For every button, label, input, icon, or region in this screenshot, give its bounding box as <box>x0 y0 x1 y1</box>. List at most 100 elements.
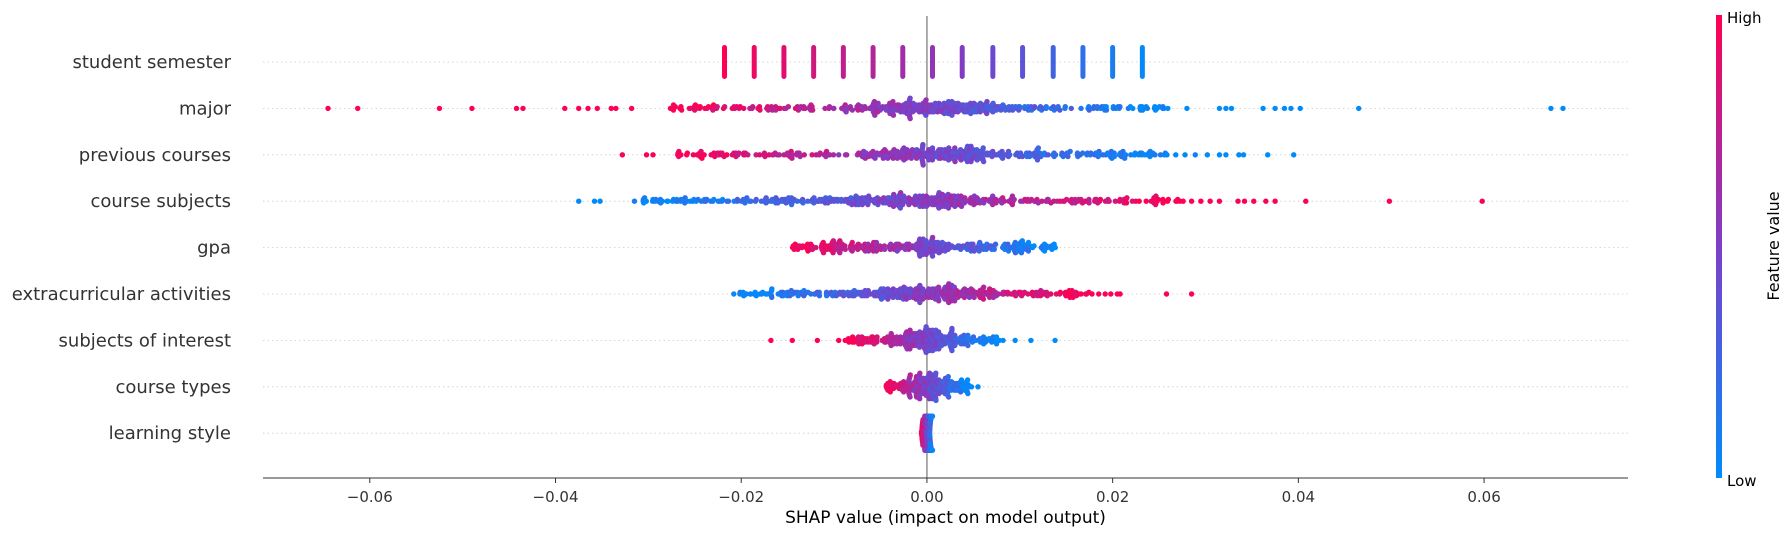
shap-point-stack <box>781 45 787 79</box>
shap-point-stack <box>1110 45 1116 79</box>
shap-point <box>719 196 726 203</box>
shap-point <box>678 107 685 113</box>
shap-point <box>1163 291 1170 297</box>
shap-point <box>945 373 951 380</box>
shap-point <box>952 158 958 165</box>
shap-point <box>1216 105 1223 112</box>
shap-point <box>823 148 830 155</box>
x-axis-title: SHAP value (impact on model output) <box>785 508 1106 528</box>
shap-point <box>836 152 842 158</box>
shap-point <box>873 239 880 246</box>
shap-point <box>1067 148 1073 155</box>
shap-point <box>684 150 691 156</box>
shap-point <box>836 337 842 344</box>
shap-point <box>1260 105 1266 112</box>
shap-point-stack <box>1050 45 1056 79</box>
shap-point <box>1123 200 1130 206</box>
shap-point <box>1112 198 1119 204</box>
shap-point <box>794 198 800 204</box>
shap-point <box>613 105 619 112</box>
shap-point <box>907 346 913 352</box>
shap-point <box>992 241 999 247</box>
shap-point <box>1291 152 1297 158</box>
shap-point <box>929 145 936 151</box>
shap-point <box>816 293 823 299</box>
shap-point <box>1165 196 1172 203</box>
shap-point-stack <box>840 45 846 79</box>
shap-point <box>1152 152 1158 158</box>
shap-point <box>1136 198 1142 204</box>
feature-label-gpa: gpa <box>197 238 231 259</box>
shap-point-stack <box>959 45 965 79</box>
shap-point <box>980 296 987 302</box>
shap-point <box>1479 198 1485 204</box>
shap-point-stack <box>811 45 817 79</box>
shap-point <box>1180 198 1186 204</box>
shap-point <box>1198 198 1204 204</box>
shap-point <box>1052 337 1058 344</box>
shap-point <box>1216 198 1223 204</box>
x-tick-label: −0.06 <box>347 488 393 506</box>
shap-point <box>1228 105 1235 112</box>
shap-point <box>1356 105 1362 112</box>
shap-point <box>724 152 730 158</box>
shap-point <box>1065 153 1071 160</box>
shap-point <box>789 152 796 158</box>
shap-point <box>513 105 520 112</box>
shap-point <box>1052 152 1059 158</box>
shap-point <box>690 152 697 158</box>
shap-point <box>1035 145 1042 151</box>
shap-point <box>980 284 987 290</box>
shap-point <box>965 390 971 397</box>
shap-point <box>1078 105 1084 112</box>
shap-point <box>980 145 986 151</box>
shap-point <box>1012 337 1018 344</box>
shap-point <box>830 152 837 158</box>
shap-point <box>1111 153 1118 160</box>
shap-point <box>576 105 582 112</box>
shap-point <box>1031 243 1037 249</box>
feature-row-student-semester <box>722 45 1145 79</box>
shap-point <box>929 234 936 241</box>
shap-point <box>990 100 996 107</box>
shap-point <box>800 200 806 206</box>
shap-point <box>597 198 603 204</box>
shap-point <box>1164 152 1170 158</box>
shap-points <box>325 45 1566 453</box>
shap-point <box>1108 291 1114 297</box>
shap-point <box>1039 198 1045 204</box>
shap-point <box>1130 105 1136 112</box>
shap-point <box>1272 198 1278 204</box>
shap-point <box>1184 105 1190 112</box>
feature-label-extracurricular-activities: extracurricular activities <box>12 284 231 305</box>
shap-point <box>1144 105 1151 112</box>
shap-point <box>917 370 923 376</box>
shap-point <box>907 115 913 122</box>
shap-point <box>768 337 774 344</box>
shap-point <box>951 298 958 304</box>
shap-point-stack <box>722 45 727 79</box>
shap-point <box>1236 152 1242 158</box>
feature-row-course-subjects <box>576 190 1485 211</box>
shap-point <box>1303 198 1309 204</box>
shap-point <box>1078 291 1084 297</box>
shap-point-stack <box>990 45 996 79</box>
shap-point <box>1057 107 1063 113</box>
shap-point <box>907 95 913 101</box>
x-tick-label: 0.00 <box>910 488 943 506</box>
shap-point <box>936 298 942 304</box>
shap-point <box>1272 105 1278 112</box>
shap-point <box>965 342 971 349</box>
feature-row-major <box>325 95 1566 122</box>
shap-point <box>1548 105 1554 112</box>
shap-point <box>916 396 923 402</box>
colorbar-title: Feature value <box>1764 191 1783 300</box>
shap-point <box>1117 104 1123 110</box>
shap-point <box>608 105 614 112</box>
shap-point <box>753 196 759 203</box>
shap-point <box>1079 150 1086 156</box>
shap-point <box>920 162 926 168</box>
shap-point <box>823 293 830 299</box>
shap-point <box>628 105 635 112</box>
shap-point <box>1011 196 1017 203</box>
